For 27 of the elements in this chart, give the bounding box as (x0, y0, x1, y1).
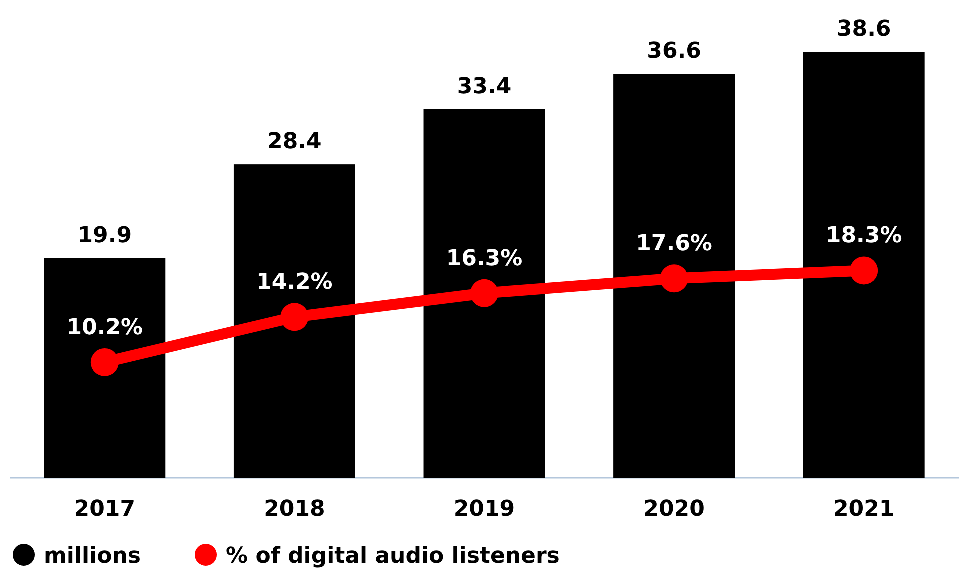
legend-label: % of digital audio listeners (226, 544, 560, 569)
data-label: 33.4 (457, 74, 512, 100)
x-tick-label: 2017 (74, 497, 136, 522)
data-label: 38.6 (836, 17, 892, 42)
point (90, 348, 119, 376)
data-label: 17.6% (636, 232, 712, 257)
data-label: 28.4 (268, 130, 322, 155)
x-tick-label: 2019 (454, 497, 516, 522)
data-label: 18.3% (826, 224, 902, 249)
bar (44, 258, 166, 478)
data-label: 14.2% (256, 270, 333, 296)
x-tick-label: 2018 (264, 497, 326, 522)
bar (234, 164, 356, 478)
data-label: 36.6 (647, 39, 702, 64)
bar (424, 109, 546, 478)
x-tick-label: 2021 (833, 497, 895, 522)
data-label: 19.9 (78, 223, 132, 248)
point (660, 264, 688, 293)
point (280, 303, 309, 332)
data-label: 10.2% (66, 315, 144, 340)
data-label: 16.3% (446, 246, 523, 272)
point (470, 279, 498, 308)
bar (614, 74, 736, 478)
bar (803, 52, 925, 478)
legend-label: millions (44, 544, 141, 569)
point (850, 256, 878, 285)
x-tick-label: 2020 (644, 497, 705, 522)
